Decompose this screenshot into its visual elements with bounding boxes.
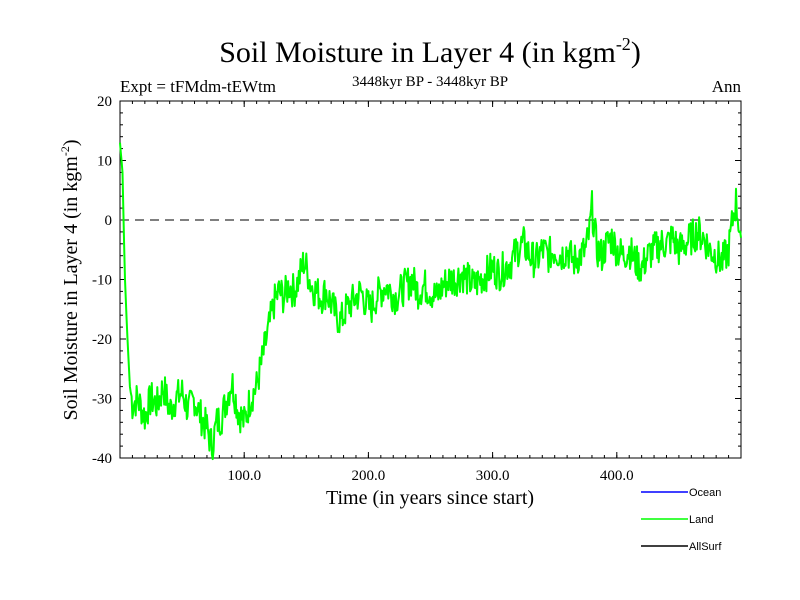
y-tick-label: 20	[97, 94, 112, 110]
series-layer	[119, 142, 742, 461]
period-label: 3448kyr BP - 3448kyr BP	[352, 74, 508, 90]
experiment-label: Expt = tFMdm-tEWtm	[120, 77, 276, 96]
y-tick-label: -20	[92, 332, 112, 348]
legend-label-allsurf: AllSurf	[689, 541, 722, 553]
y-tick-label: -30	[92, 392, 112, 408]
series-line-land	[119, 142, 742, 461]
legend: Ocean Land AllSurf	[641, 487, 722, 553]
y-tick-label: -10	[92, 273, 112, 289]
x-tick-label: 200.0	[352, 468, 386, 484]
x-axis: 100.0 200.0 300.0 400.0	[131, 101, 730, 484]
legend-label-ocean: Ocean	[689, 487, 721, 499]
y-tick-label: 0	[105, 213, 113, 229]
chart-title: Soil Moisture in Layer 4 (in kgm-2)	[219, 34, 641, 69]
legend-label-land: Land	[689, 514, 713, 526]
y-axis-label: Soil Moisture in Layer 4 (in kgm-2)	[58, 139, 82, 420]
y-axis: -40 -30 -20 -10 0 10 20	[92, 94, 741, 467]
x-tick-label: 300.0	[476, 468, 510, 484]
x-tick-label: 100.0	[227, 468, 261, 484]
y-tick-label: -40	[92, 451, 112, 467]
season-label: Ann	[712, 77, 742, 96]
x-tick-label: 400.0	[600, 468, 634, 484]
x-axis-label: Time (in years since start)	[326, 487, 534, 509]
y-tick-label: 10	[97, 154, 112, 170]
plot-frame	[119, 100, 742, 459]
